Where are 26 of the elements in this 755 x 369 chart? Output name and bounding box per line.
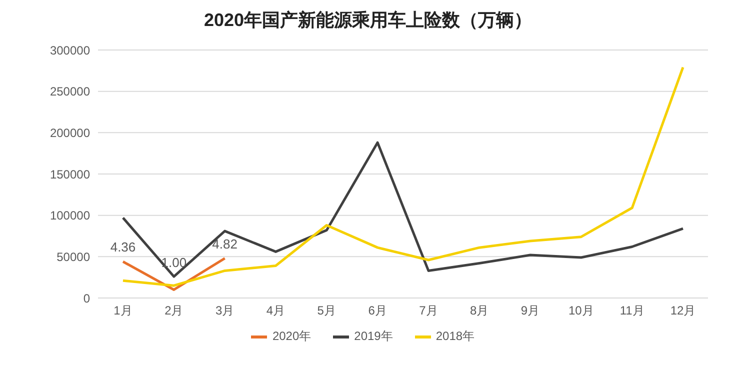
legend-label: 2020年 [272,328,312,345]
x-tick-label: 10月 [568,304,594,318]
x-tick-label: 6月 [368,304,387,318]
annotation: 4.82 [212,236,238,252]
y-tick-label: 0 [83,291,90,306]
y-tick-label: 300000 [50,43,90,58]
x-tick-label: 1月 [114,304,132,318]
legend-label: 2019年 [354,328,393,345]
y-tick-label: 50000 [56,250,90,264]
x-tick-label: 3月 [215,304,234,318]
y-tick-label: 100000 [50,208,90,223]
x-tick-label: 9月 [520,304,540,318]
x-tick-label: 4月 [266,304,286,318]
annotation: 4.36 [110,240,136,255]
x-tick-label: 5月 [317,304,336,318]
legend-label: 2018年 [436,328,475,345]
x-tick-label: 11月 [620,304,644,318]
x-tick-label: 2月 [164,304,184,318]
x-tick-label: 7月 [419,304,438,318]
x-tick-label: 12月 [670,304,696,318]
y-tick-label: 200000 [50,126,90,140]
annotation: 1.00 [161,255,187,270]
x-tick-label: 8月 [470,304,489,318]
y-tick-label: 150000 [50,167,90,182]
y-tick-label: 250000 [50,84,90,99]
chart-title: 2020年国产新能源乘用车上险数（万辆） [202,9,534,32]
